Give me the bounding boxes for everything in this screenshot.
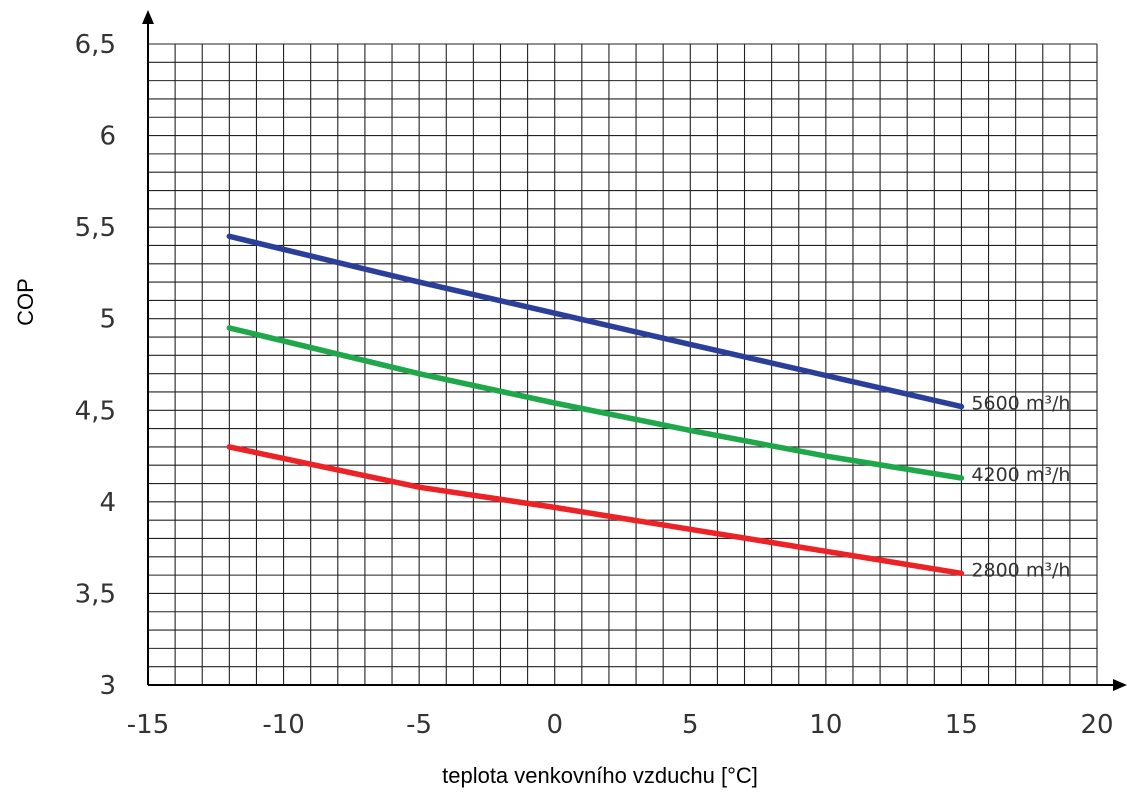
series-line [226,444,965,577]
y-axis-arrow [142,10,154,24]
series-line [226,325,965,481]
y-tick-label: 5,5 [75,213,116,243]
y-axis-title: COP [13,278,38,326]
y-tick-label: 4 [99,488,116,518]
x-axis-title: teplota venkovního vzduchu [°C] [442,763,758,788]
x-tick-label: -10 [262,710,304,740]
x-tick-label: 15 [945,710,978,740]
x-tick-label: 20 [1080,710,1113,740]
series-line [226,233,965,410]
y-tick-label: 4,5 [75,396,116,426]
y-tick-label: 6 [99,122,116,152]
y-tick-label: 3 [99,671,116,701]
grid [147,43,1098,686]
x-tick-label: 0 [546,710,563,740]
x-tick-label: -15 [127,710,169,740]
x-tick-label: 5 [682,710,699,740]
y-tick-label: 3,5 [75,579,116,609]
y-tick-labels: 3 3,5 4 4,5 5 5,5 6 6,5 [75,30,116,701]
series-label: 5600 m³/h [971,393,1070,415]
x-tick-label: -5 [406,710,432,740]
series-group: 5600 m³/h 4200 m³/h 2800 m³/h [226,233,1070,581]
y-tick-label: 6,5 [75,30,116,60]
series-label: 4200 m³/h [971,464,1070,486]
y-tick-label: 5 [99,305,116,335]
x-tick-labels: -15 -10 -5 0 5 10 15 20 [127,710,1114,740]
series-label: 2800 m³/h [971,559,1070,581]
x-axis-arrow [1113,679,1127,691]
x-tick-label: 10 [809,710,842,740]
axes [142,10,1127,691]
